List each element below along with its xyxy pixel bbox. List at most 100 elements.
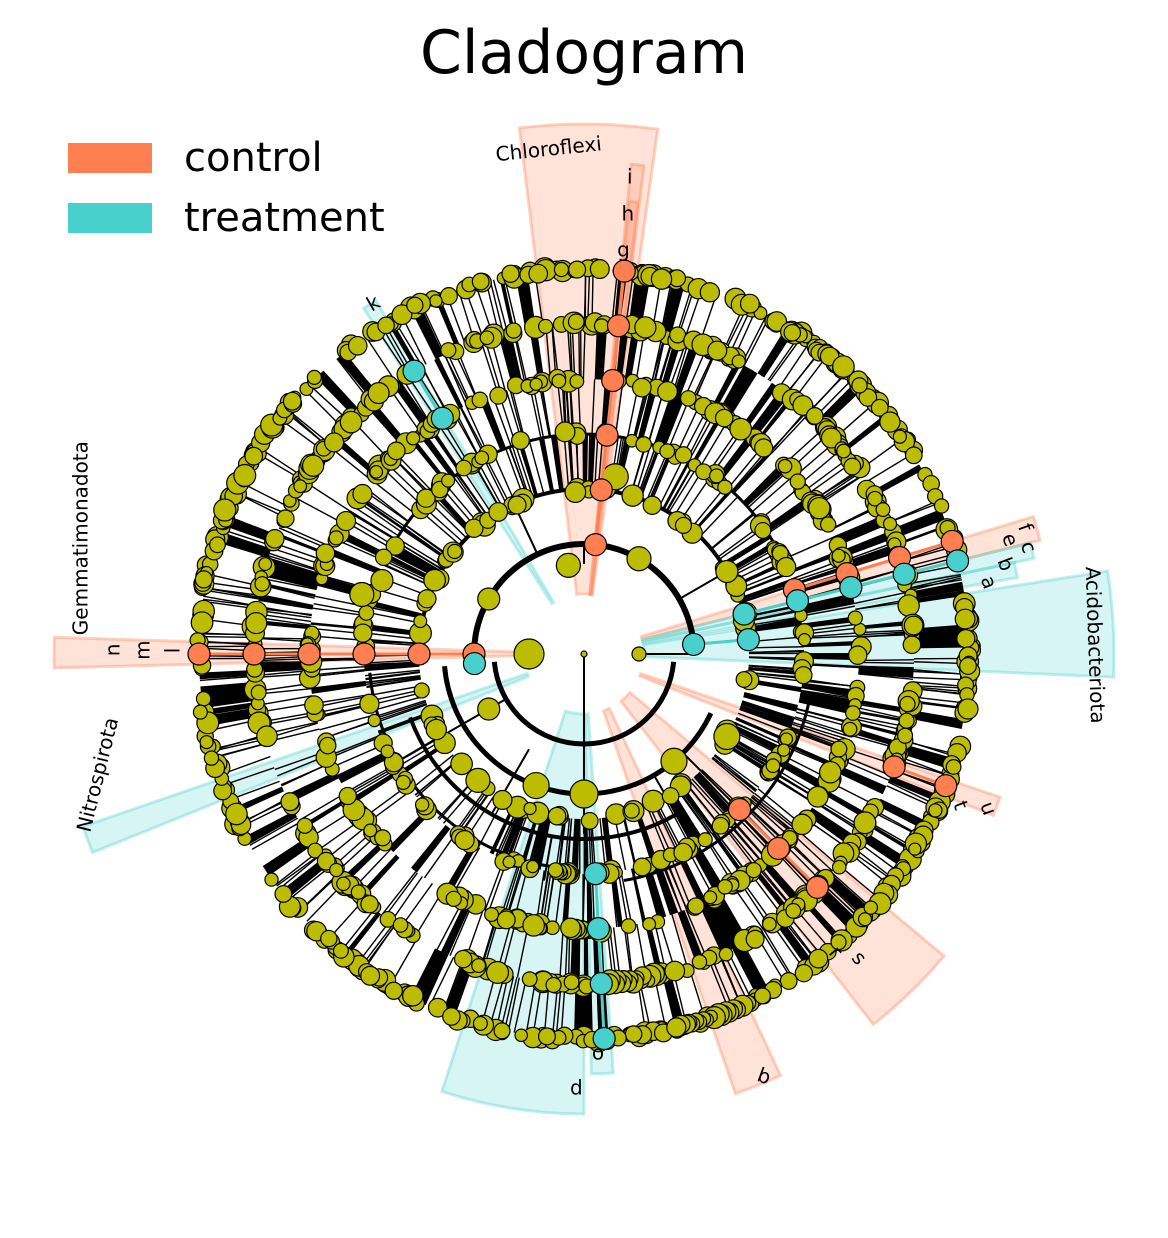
tree-node bbox=[369, 465, 384, 479]
tree-node bbox=[867, 490, 883, 507]
tree-node bbox=[707, 340, 728, 361]
tree-node bbox=[195, 691, 212, 707]
branch-wedge bbox=[499, 806, 523, 859]
tree-node bbox=[423, 568, 446, 592]
branch-wedge bbox=[857, 830, 910, 869]
tree-node bbox=[374, 829, 392, 847]
branch-wedge bbox=[736, 811, 777, 853]
branch-wedge bbox=[733, 946, 762, 998]
highlight-node bbox=[606, 314, 631, 338]
branch-wedge bbox=[427, 425, 462, 473]
branch-spoke bbox=[268, 555, 322, 573]
branch-wedge bbox=[622, 814, 637, 869]
tree-node bbox=[445, 890, 462, 908]
tree-node bbox=[496, 910, 516, 930]
tree-node bbox=[350, 884, 367, 900]
tree-node bbox=[359, 693, 380, 714]
branch-wedge bbox=[761, 859, 803, 907]
tree-node bbox=[789, 473, 806, 490]
tree-node bbox=[318, 736, 337, 755]
tree-node bbox=[857, 912, 873, 927]
branch-spoke bbox=[658, 457, 685, 508]
highlighted-nodes bbox=[187, 259, 970, 1051]
tree-node bbox=[897, 727, 914, 744]
highlight-branch bbox=[594, 873, 606, 1039]
highlight-node bbox=[612, 259, 636, 283]
tree-node bbox=[899, 695, 916, 713]
tree-node bbox=[735, 671, 753, 688]
tree-node bbox=[513, 638, 545, 670]
branch-spoke bbox=[381, 466, 423, 506]
branch-spoke bbox=[199, 675, 255, 682]
tree-node bbox=[831, 859, 847, 875]
tree-node bbox=[358, 604, 375, 621]
branch-wedge bbox=[443, 961, 474, 1017]
tree-node bbox=[674, 446, 693, 464]
branch-wedge bbox=[751, 392, 790, 439]
branch-wedge bbox=[628, 272, 649, 329]
tree-node bbox=[708, 468, 725, 484]
branch-wedge bbox=[419, 430, 456, 478]
branch-wedge bbox=[833, 514, 888, 547]
branch-spoke bbox=[583, 268, 587, 325]
tree-node bbox=[488, 502, 509, 522]
branch-spoke bbox=[367, 685, 423, 697]
branch-wedge bbox=[908, 581, 964, 600]
branch-spoke bbox=[587, 269, 591, 325]
highlight-node bbox=[586, 917, 610, 941]
branch-spoke bbox=[249, 817, 299, 846]
branch-wedge bbox=[689, 844, 723, 896]
branch-wedge bbox=[392, 380, 431, 430]
branch-wedge bbox=[365, 624, 421, 636]
branch-connector bbox=[397, 723, 464, 763]
branch-spoke bbox=[582, 873, 586, 930]
branch-spoke bbox=[761, 931, 792, 979]
tree-node bbox=[479, 330, 495, 346]
branch-spoke bbox=[319, 714, 373, 731]
tree-node bbox=[642, 917, 657, 932]
branch-spoke bbox=[699, 419, 729, 468]
branch-spoke bbox=[421, 304, 446, 356]
tree-node bbox=[830, 934, 847, 951]
legend-item-control: control bbox=[68, 128, 385, 188]
branch-spoke bbox=[747, 469, 790, 509]
branch-wedge bbox=[629, 442, 648, 496]
branch-spoke bbox=[800, 689, 856, 700]
branch-wedge bbox=[594, 324, 603, 380]
tree-node bbox=[863, 900, 879, 915]
tree-node bbox=[836, 443, 852, 459]
branch-spoke bbox=[911, 696, 966, 704]
tree-node bbox=[731, 354, 746, 369]
tree-node bbox=[808, 496, 831, 520]
branch-wedge bbox=[387, 320, 420, 371]
tree-node bbox=[718, 946, 734, 962]
highlight-node bbox=[839, 575, 863, 600]
branch-spoke bbox=[791, 833, 834, 872]
tree-node bbox=[502, 855, 516, 869]
branch-wedge bbox=[812, 886, 858, 932]
tree-node bbox=[529, 377, 543, 391]
tree-node bbox=[957, 698, 979, 720]
tree-node bbox=[250, 684, 267, 701]
branch-spoke bbox=[503, 277, 519, 331]
tree-node bbox=[687, 897, 705, 915]
branch-wedge bbox=[583, 928, 589, 985]
tree-node bbox=[442, 1007, 461, 1026]
branch-spoke bbox=[558, 928, 564, 984]
branch-wedge bbox=[715, 433, 756, 482]
highlight-node bbox=[805, 875, 829, 899]
branch-spoke bbox=[483, 457, 509, 508]
tree-node bbox=[511, 431, 530, 450]
branch-wedge bbox=[652, 860, 679, 916]
tree-node bbox=[714, 408, 734, 428]
tree-node bbox=[875, 502, 891, 518]
tree-node bbox=[385, 536, 405, 556]
tree-node bbox=[754, 521, 772, 539]
chart-title: Cladogram bbox=[419, 18, 749, 88]
branch-wedge bbox=[561, 873, 571, 929]
tree-node bbox=[338, 786, 357, 806]
tree-node bbox=[933, 498, 950, 514]
legend-label-treatment: treatment bbox=[184, 195, 385, 241]
branch-spoke bbox=[800, 602, 855, 615]
branch-wedge bbox=[722, 533, 771, 568]
